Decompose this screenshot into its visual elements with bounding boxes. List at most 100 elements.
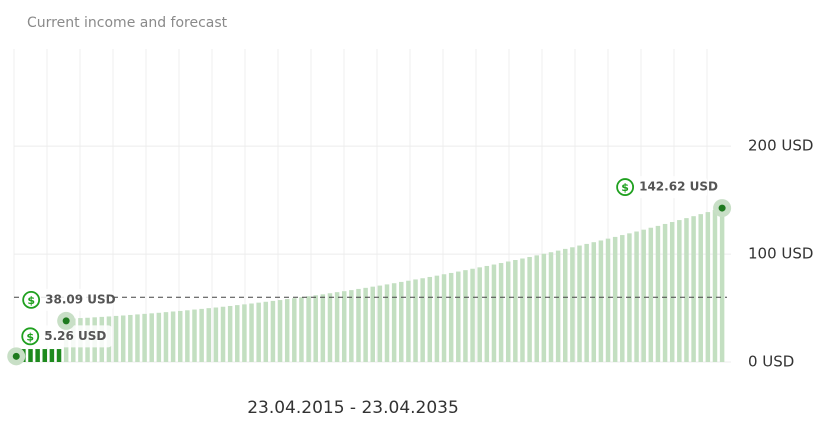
bar xyxy=(491,264,497,362)
y-tick-label: 200 USD xyxy=(748,137,813,155)
bar xyxy=(149,313,154,362)
bar xyxy=(669,222,675,362)
bar xyxy=(705,212,711,362)
bar xyxy=(591,242,597,362)
bar xyxy=(327,293,333,362)
dollar-sign: $ xyxy=(621,181,629,194)
bar xyxy=(577,245,582,362)
bar xyxy=(648,227,654,362)
bar xyxy=(534,255,539,362)
bar xyxy=(120,315,126,362)
point-label: 5.26 USD xyxy=(44,329,106,343)
label-box xyxy=(20,325,113,348)
bar xyxy=(320,294,326,362)
bar xyxy=(235,305,240,362)
bar xyxy=(135,314,140,362)
dollar-sign: $ xyxy=(27,294,35,307)
dollar-sign: $ xyxy=(26,330,34,343)
bar xyxy=(513,260,518,362)
bar xyxy=(170,311,176,362)
bar xyxy=(370,286,375,362)
bar xyxy=(213,307,219,362)
label-box xyxy=(21,288,114,311)
point xyxy=(62,317,70,325)
bar xyxy=(434,275,440,362)
bar xyxy=(156,312,162,362)
bar xyxy=(356,288,361,362)
dollar-icon xyxy=(616,178,635,196)
bar xyxy=(598,240,604,362)
bar xyxy=(192,309,197,362)
bar xyxy=(570,247,575,362)
bar xyxy=(684,218,689,362)
bar xyxy=(163,312,169,362)
bar xyxy=(220,306,226,362)
bar xyxy=(498,263,504,362)
bar xyxy=(406,280,411,362)
bar xyxy=(177,310,183,362)
bar xyxy=(384,284,390,362)
bar xyxy=(605,238,611,362)
bar xyxy=(42,349,48,362)
bar xyxy=(477,267,482,362)
bar xyxy=(655,225,661,362)
bar xyxy=(28,349,33,362)
bar xyxy=(242,304,247,362)
dollar-icon xyxy=(21,327,40,346)
bar xyxy=(441,274,447,362)
label-box xyxy=(615,176,708,199)
bar xyxy=(448,272,454,362)
bar xyxy=(563,248,568,362)
bar xyxy=(363,287,368,362)
bar xyxy=(555,250,561,362)
bar xyxy=(399,281,404,362)
bar xyxy=(128,314,133,362)
bar xyxy=(527,256,532,362)
bar xyxy=(413,279,418,362)
bar xyxy=(35,349,40,362)
point-label: 38.09 USD xyxy=(45,292,116,306)
bar xyxy=(299,297,304,362)
dollar-icon xyxy=(22,290,41,309)
bar xyxy=(263,301,269,362)
point-label: 142.62 USD xyxy=(639,180,718,194)
bar xyxy=(420,278,425,362)
bar xyxy=(56,349,62,362)
bar xyxy=(199,308,204,362)
bar xyxy=(520,258,525,362)
bar xyxy=(277,300,283,362)
bar xyxy=(377,285,383,362)
bar xyxy=(641,229,646,362)
bar xyxy=(470,268,475,362)
bar xyxy=(185,310,190,362)
point xyxy=(12,352,20,360)
bar xyxy=(505,261,511,362)
bar xyxy=(270,300,276,362)
bar xyxy=(249,303,254,362)
bar xyxy=(427,276,433,362)
point xyxy=(718,204,726,212)
chart-title: Current income and forecast xyxy=(27,15,228,31)
bar xyxy=(691,216,696,362)
bar xyxy=(612,236,618,362)
bar xyxy=(142,313,147,362)
bar xyxy=(484,265,490,362)
bar xyxy=(284,299,290,362)
bar xyxy=(548,252,554,362)
bar xyxy=(256,302,261,362)
bar xyxy=(227,305,233,362)
bar xyxy=(456,271,461,362)
bar xyxy=(341,291,347,362)
bar xyxy=(313,295,318,362)
bar xyxy=(334,292,340,362)
bar xyxy=(206,308,212,362)
bar xyxy=(620,235,625,362)
y-tick-label: 0 USD xyxy=(748,353,794,371)
bar xyxy=(306,296,311,362)
bar xyxy=(113,315,119,362)
bar xyxy=(712,210,718,362)
bar xyxy=(677,220,682,362)
date-range: 23.04.2015 - 23.04.2035 xyxy=(247,398,459,418)
bar xyxy=(584,243,589,362)
